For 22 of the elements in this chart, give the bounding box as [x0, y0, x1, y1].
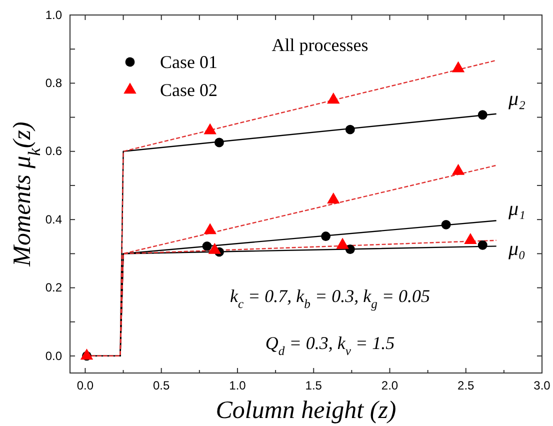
annotation: μ₂: [508, 88, 526, 110]
x-tick-label: 1.0: [229, 378, 246, 393]
y-tick-label: 0.2: [45, 280, 62, 295]
annotation: All processes: [272, 35, 368, 56]
x-tick-label: 3.0: [534, 378, 551, 393]
annotation: k$_{c}$ = 0.7, k$_{b}$ = 0.3, k$_{g}$ = 0.05: [230, 286, 430, 311]
legend-label: Case 01: [160, 52, 218, 72]
y-tick-label: 0.6: [45, 144, 62, 158]
x-tick-label: 2.5: [458, 378, 475, 393]
y-tick-label: 0.8: [45, 76, 62, 90]
x-tick-label: 1.5: [305, 378, 322, 393]
annotation: μ₁: [508, 198, 526, 220]
y-tick-label: 0.4: [45, 212, 62, 226]
x-tick-label: 0.0: [76, 378, 94, 393]
y-tick-label: 0.0: [45, 348, 62, 363]
y-tick-label: 1.0: [45, 8, 62, 22]
legend-label: Case 02: [160, 80, 218, 100]
x-tick-label: 2.0: [381, 378, 398, 393]
x-axis-title: Column height (z): [216, 397, 396, 424]
annotation: Q$_{d}$ = 0.3, k$_{v}$ = 1.5: [265, 333, 395, 358]
annotation: μ₀: [508, 238, 526, 260]
x-tick-label: 0.5: [153, 378, 170, 393]
